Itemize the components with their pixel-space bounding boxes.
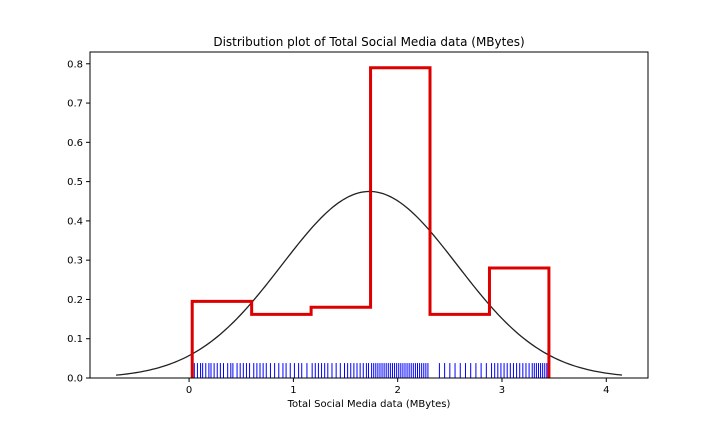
x-tick-label: 1 [290, 385, 296, 396]
x-axis-label: Total Social Media data (MBytes) [287, 399, 451, 410]
y-tick-label: 0.3 [67, 256, 83, 267]
chart-title: Distribution plot of Total Social Media … [213, 35, 524, 49]
x-tick-label: 3 [499, 385, 505, 396]
histogram-outline [190, 66, 551, 378]
y-tick-label: 0.0 [67, 374, 83, 385]
y-tick-label: 0.2 [67, 295, 83, 306]
y-tick-label: 0.7 [67, 99, 83, 110]
x-tick-label: 4 [603, 385, 609, 396]
x-axis-ticks: 0 1 2 3 4 [186, 378, 609, 396]
y-tick-label: 0.5 [67, 177, 83, 188]
y-axis-ticks: 0.0 0.1 0.2 0.3 0.4 0.5 0.6 0.7 0.8 [67, 59, 90, 385]
y-tick-label: 0.6 [67, 138, 83, 149]
rug-plot [193, 363, 550, 378]
plot-frame [89, 51, 649, 379]
x-tick-label: 0 [186, 385, 192, 396]
x-tick-label: 2 [394, 385, 400, 396]
fitted-normal-curve [116, 190, 622, 376]
y-tick-label: 0.8 [67, 59, 83, 70]
y-tick-label: 0.1 [67, 334, 83, 345]
y-tick-label: 0.4 [67, 216, 83, 227]
